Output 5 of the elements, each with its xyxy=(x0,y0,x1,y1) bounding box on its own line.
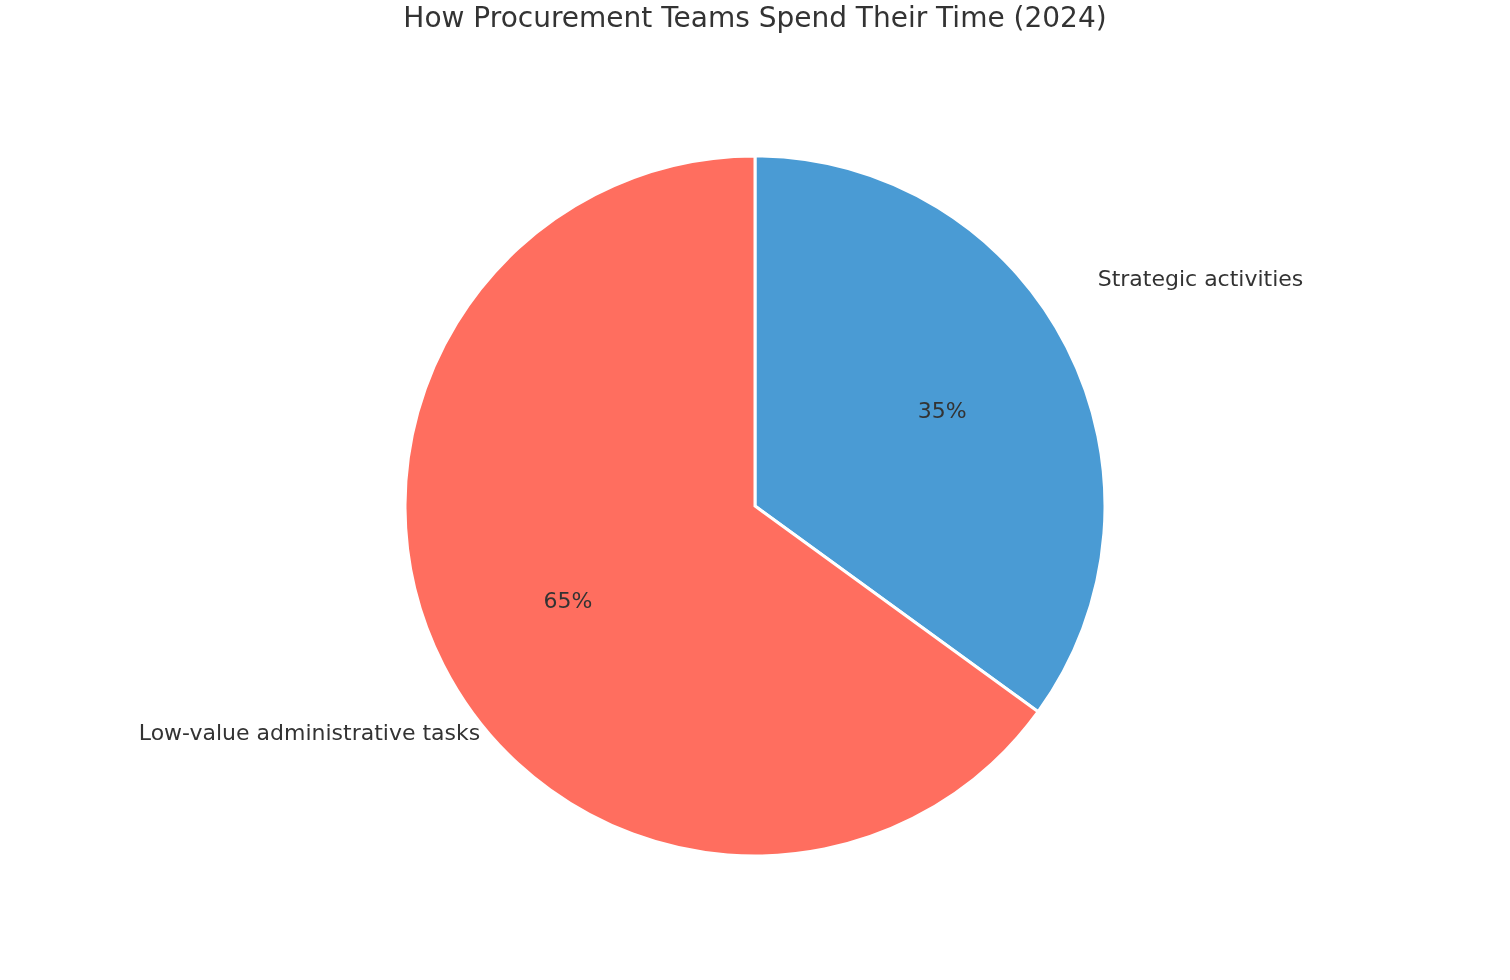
slice-label: Low-value administrative tasks xyxy=(138,720,481,745)
chart-title: How Procurement Teams Spend Their Time (2024) xyxy=(403,1,1107,34)
data-label: 35% xyxy=(917,397,967,423)
slice-label: Strategic activities xyxy=(1097,266,1304,291)
data-label: 65% xyxy=(543,588,593,614)
